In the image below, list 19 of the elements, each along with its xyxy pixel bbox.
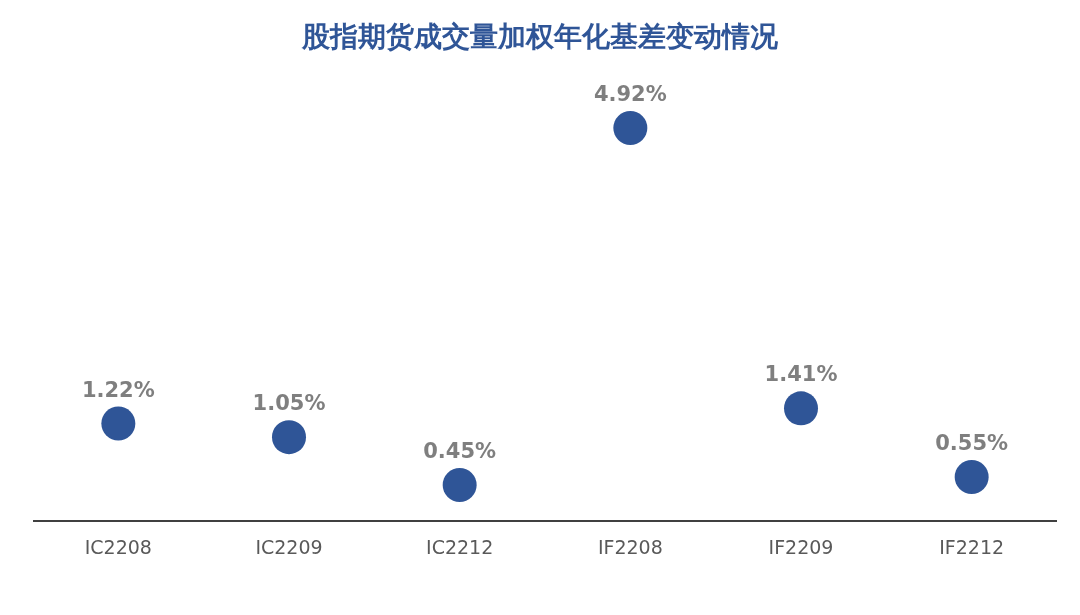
data-label: 1.05% (252, 391, 326, 416)
data-label: 1.41% (764, 362, 838, 387)
point (613, 111, 648, 145)
data-label: 4.92% (593, 82, 667, 106)
x-tick-label: IF2208 (597, 536, 663, 558)
chart-title: 股指期货成交量加权年化基差变动情况 (301, 20, 779, 53)
data-label: 0.45% (423, 439, 497, 464)
point (101, 406, 136, 441)
x-tick-label: IC2212 (426, 536, 494, 558)
point (272, 420, 306, 455)
point (784, 391, 818, 426)
x-tick-label: IF2209 (768, 536, 834, 558)
data-label: 0.55% (935, 431, 1009, 456)
data-label: 1.22% (81, 377, 155, 402)
x-tick-label: IF2212 (939, 536, 1005, 558)
point (954, 460, 989, 495)
x-tick-label: IC2209 (255, 536, 323, 558)
point (442, 468, 477, 503)
x-tick-label: IC2208 (84, 536, 152, 558)
